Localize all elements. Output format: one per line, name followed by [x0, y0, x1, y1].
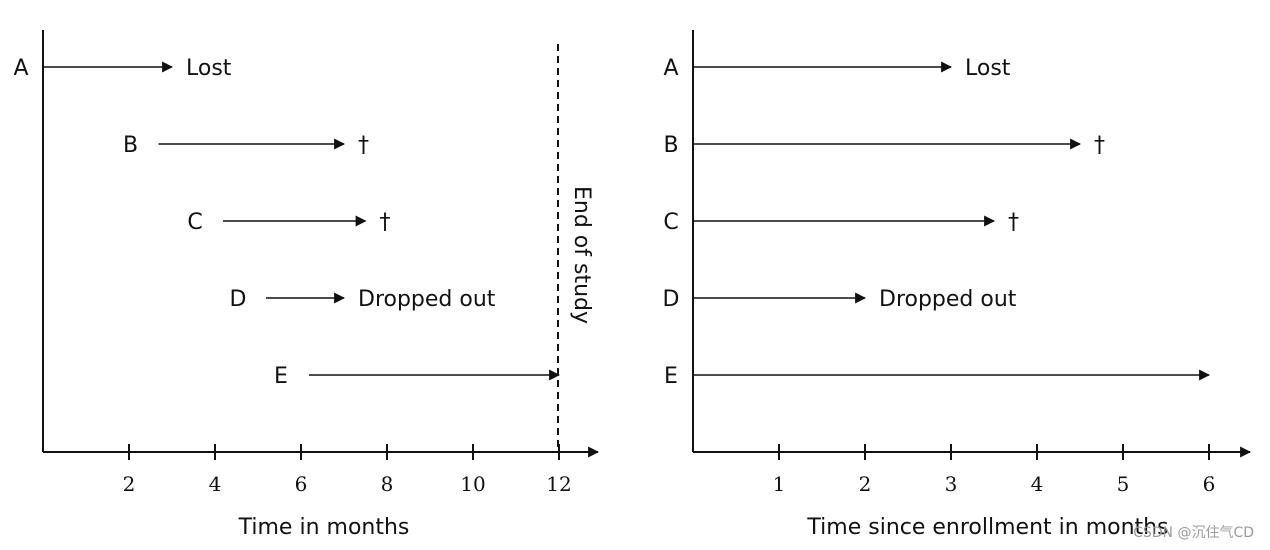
right-tick-label: 3 [945, 472, 958, 496]
left-tick-label: 12 [546, 472, 571, 496]
left-subject-label: A [13, 56, 28, 81]
right-subject-outcome: Dropped out [879, 287, 1017, 312]
left-subject-label: C [187, 210, 202, 235]
left-subjects: A Lost B † C † D Dropped out E [13, 56, 561, 389]
right-x-axis-title: Time since enrollment in months [806, 515, 1168, 540]
watermark: CSDN @沉住气CD [1133, 525, 1254, 541]
right-subject-label: A [663, 56, 678, 81]
end-of-study-label: End of study [569, 186, 594, 324]
left-x-ticks: 2 4 6 8 10 12 [123, 444, 572, 496]
right-subject-outcome: † [1008, 210, 1019, 235]
right-tick-label: 1 [773, 472, 786, 496]
left-tick-label: 4 [209, 472, 222, 496]
left-subject-outcome: † [358, 133, 369, 158]
left-subject-label: E [274, 364, 288, 389]
right-x-ticks: 1 2 3 4 5 6 [773, 444, 1216, 496]
right-subject-outcome: Lost [965, 56, 1011, 81]
left-tick-label: 8 [381, 472, 394, 496]
right-tick-label: 5 [1117, 472, 1130, 496]
right-tick-label: 4 [1031, 472, 1044, 496]
right-subject-label: D [663, 287, 680, 312]
left-panel: 2 4 6 8 10 12 A Lost B † C † D Dropped out E End of s… [13, 30, 600, 540]
left-tick-label: 2 [123, 472, 136, 496]
right-subject-label: C [663, 210, 678, 235]
right-tick-label: 2 [859, 472, 872, 496]
right-subject-outcome: † [1094, 133, 1105, 158]
left-subject-outcome: Lost [186, 56, 232, 81]
left-subject-label: B [123, 133, 138, 158]
left-tick-label: 6 [295, 472, 308, 496]
right-panel: 1 2 3 4 5 6 A Lost B † C † D Dropped out E Time since… [663, 30, 1252, 540]
left-x-axis-title: Time in months [238, 515, 410, 540]
left-subject-outcome: Dropped out [358, 287, 496, 312]
right-subject-label: B [663, 133, 678, 158]
right-subject-label: E [664, 364, 678, 389]
left-subject-label: D [230, 287, 247, 312]
right-subjects: A Lost B † C † D Dropped out E [663, 56, 1211, 389]
left-tick-label: 10 [460, 472, 485, 496]
left-subject-outcome: † [380, 210, 391, 235]
right-tick-label: 6 [1203, 472, 1216, 496]
